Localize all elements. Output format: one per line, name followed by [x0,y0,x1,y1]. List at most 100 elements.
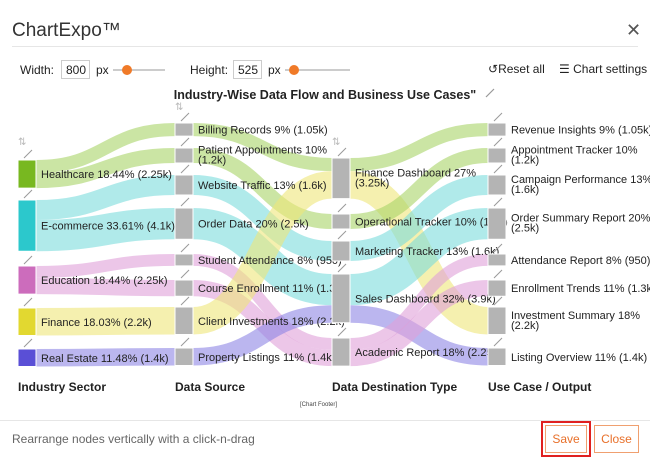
node-label-value: (1.2k) [198,155,226,167]
edit-node-icon[interactable] [180,197,190,207]
sankey-node[interactable] [487,306,507,335]
node-label: Website Traffic 13% (1.6k) [198,180,327,192]
sankey-node[interactable] [174,174,194,196]
edit-node-icon[interactable] [493,112,503,122]
sankey-node[interactable] [174,122,194,137]
sankey-link [349,254,489,350]
edit-node-icon[interactable] [493,243,503,253]
edit-node-icon[interactable] [493,337,503,347]
edit-node-icon[interactable] [337,263,347,273]
reorder-icon[interactable]: ⇅ [175,102,183,113]
sankey-link [349,208,489,306]
sankey-node[interactable] [331,273,351,324]
width-slider-handle[interactable] [122,65,132,75]
reset-all-label: Reset all [498,62,545,76]
edit-node-icon[interactable] [23,149,33,159]
column-header: Data Destination Type [332,380,457,394]
sankey-node[interactable] [174,207,194,240]
node-label: Investment Summary 18% [511,310,640,322]
height-input[interactable]: 525 [233,60,262,79]
edit-node-icon[interactable] [493,269,503,279]
sankey-link [191,171,334,335]
node-label: Campaign Performance 13% [511,174,650,186]
edit-node-icon[interactable] [493,164,503,174]
sankey-node[interactable] [17,348,37,367]
sankey-link [192,305,333,366]
node-label: Student Attendance 8% (950) [198,255,342,267]
sankey-link [192,148,333,229]
sankey-node[interactable] [331,157,351,200]
edit-node-icon[interactable] [23,189,33,199]
edit-node-icon[interactable] [337,230,347,240]
edit-node-icon[interactable] [493,197,503,207]
divider [0,420,650,421]
sankey-node[interactable] [487,147,507,164]
sankey-node[interactable] [487,279,507,297]
sankey-node[interactable] [17,307,37,336]
chart-footer[interactable]: [Chart Footer] [300,402,338,408]
sankey-node[interactable] [174,147,194,164]
hint-text: Rearrange nodes vertically with a click-… [12,432,255,446]
app-title: ChartExpo™ [12,20,121,41]
height-slider-handle[interactable] [289,65,299,75]
edit-node-icon[interactable] [23,338,33,348]
edit-node-icon[interactable] [180,112,190,122]
sankey-link [35,307,176,336]
node-label-value: (1.6k) [511,184,539,196]
reorder-icon[interactable]: ⇅ [332,137,340,148]
edit-node-icon[interactable] [493,296,503,306]
node-label: Property Listings 11% (1.4k) [198,352,335,364]
sankey-link [35,254,176,278]
sankey-node[interactable] [174,279,194,297]
close-icon[interactable]: ✕ [626,20,642,40]
sankey-node[interactable] [331,337,351,367]
reorder-icon[interactable]: ⇅ [18,137,26,148]
edit-node-icon[interactable] [23,255,33,265]
sankey-link [349,148,489,229]
sankey-node[interactable] [487,207,507,240]
sankey-node[interactable] [331,240,351,262]
edit-node-icon[interactable] [180,337,190,347]
sankey-link [192,123,333,172]
sankey-link [349,123,489,172]
sankey-node[interactable] [174,253,194,267]
node-label: Academic Report 18% (2.25k) [355,347,502,359]
sankey-node[interactable] [487,174,507,196]
sankey-node[interactable] [17,265,37,295]
sankey-node[interactable] [487,122,507,137]
edit-node-icon[interactable] [337,327,347,337]
edit-node-icon[interactable] [180,164,190,174]
close-button[interactable]: Close [594,425,639,453]
height-slider[interactable] [285,69,350,71]
sankey-node[interactable] [487,347,507,366]
edit-node-icon[interactable] [180,296,190,306]
width-slider[interactable] [113,69,165,71]
edit-title-icon[interactable] [484,87,496,99]
node-label: Order Data 20% (2.5k) [198,219,309,231]
edit-node-icon[interactable] [180,243,190,253]
width-input[interactable]: 800 [61,60,90,79]
sankey-link [349,280,489,367]
node-label-value: (3.25k) [355,177,389,189]
edit-node-icon[interactable] [337,203,347,213]
column-header: Industry Sector [18,380,106,394]
sankey-node[interactable] [487,253,507,267]
sankey-link [192,254,333,350]
sankey-link [192,175,333,261]
sankey-node[interactable] [174,347,194,366]
edit-node-icon[interactable] [493,137,503,147]
edit-node-icon[interactable] [23,297,33,307]
sankey-node[interactable] [174,306,194,335]
edit-node-icon[interactable] [180,269,190,279]
node-label-value: (2.2k) [511,320,539,332]
reset-all-button[interactable]: ↺Reset all [488,62,545,76]
sankey-node[interactable] [17,159,37,189]
edit-node-icon[interactable] [337,147,347,157]
edit-node-icon[interactable] [180,137,190,147]
save-button[interactable]: Save [545,425,587,453]
sliders-icon: ☰ [559,62,570,76]
node-label: Real Estate 11.48% (1.4k) [41,353,169,365]
sankey-node[interactable] [331,213,351,230]
sankey-node[interactable] [17,199,37,252]
chart-settings-button[interactable]: ☰ Chart settings [559,62,647,76]
